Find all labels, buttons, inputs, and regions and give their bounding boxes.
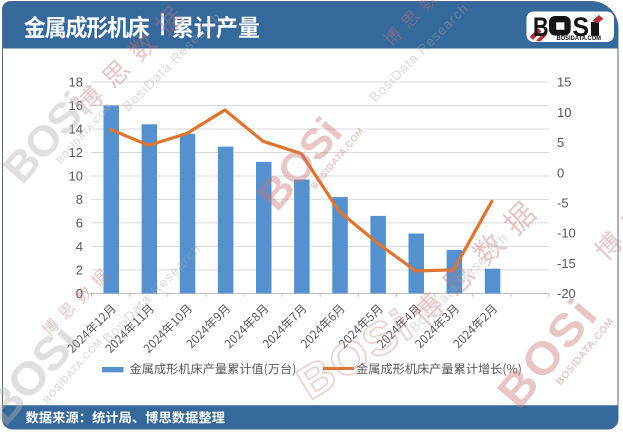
svg-text:8: 8 [76, 192, 83, 207]
svg-text:0: 0 [557, 165, 564, 180]
svg-text:10: 10 [69, 169, 83, 184]
svg-text:10: 10 [557, 105, 571, 120]
svg-text:14: 14 [69, 122, 83, 137]
svg-text:2: 2 [76, 263, 83, 278]
svg-text:16: 16 [69, 98, 83, 113]
svg-text:4: 4 [76, 239, 83, 254]
svg-text:12: 12 [69, 145, 83, 160]
svg-text:-20: -20 [557, 286, 576, 301]
svg-text:15: 15 [557, 75, 571, 90]
svg-text:0: 0 [76, 286, 83, 301]
svg-text:-5: -5 [557, 196, 569, 211]
svg-text:S: S [573, 13, 590, 42]
svg-text:18: 18 [69, 75, 83, 90]
svg-text:-15: -15 [557, 256, 576, 271]
svg-text:B: B [533, 13, 549, 43]
svg-text:-10: -10 [557, 226, 576, 241]
svg-text:BOSIDATA.COM: BOSIDATA.COM [557, 35, 602, 42]
svg-text:5: 5 [557, 135, 564, 150]
svg-text:6: 6 [76, 216, 83, 231]
